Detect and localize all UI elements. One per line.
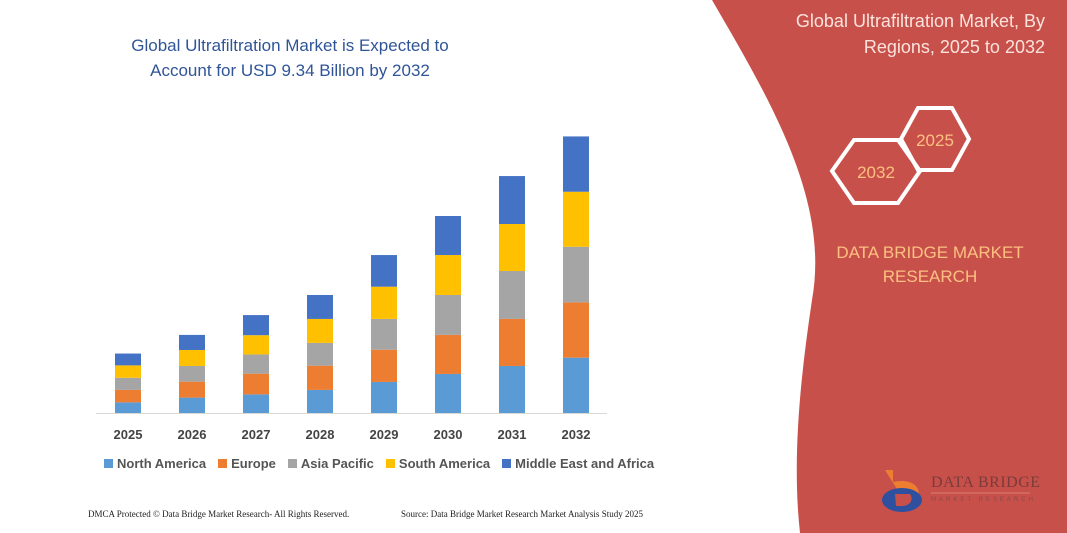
bar-segment-2030-1 (435, 334, 461, 374)
x-tick-label: 2025 (114, 427, 143, 442)
legend-swatch (385, 459, 395, 468)
bar-segment-2027-1 (243, 373, 269, 395)
bar-segment-2032-3 (563, 191, 589, 247)
x-tick-label: 2029 (370, 427, 399, 442)
hexagon-2025 (898, 106, 972, 172)
bar-segment-2026-2 (179, 365, 205, 382)
bar-segment-2031-0 (499, 365, 525, 413)
bar-segment-2028-0 (307, 389, 333, 413)
bar-segment-2026-4 (179, 334, 205, 350)
bar-segment-2027-4 (243, 315, 269, 336)
bar-segment-2029-0 (371, 381, 397, 413)
bar-segment-2030-0 (435, 373, 461, 413)
bar-segment-2025-3 (115, 365, 141, 378)
bar-segment-2029-2 (371, 318, 397, 350)
bar-segment-2032-1 (563, 302, 589, 358)
logo-subtext: MARKET RESEARCH (931, 497, 1036, 503)
chart-title: Global Ultrafiltration Market is Expecte… (131, 36, 449, 80)
legend-swatch (104, 459, 113, 468)
bar-segment-2026-3 (179, 349, 205, 366)
chart-legend: North America Europe Asia Pacific South Ame… (104, 456, 654, 471)
side-panel-bg (712, 0, 1067, 533)
bar-segment-2025-2 (115, 377, 141, 390)
legend-item: North America (104, 456, 206, 471)
bar-segment-2028-2 (307, 342, 333, 366)
legend-label: South America (398, 456, 491, 471)
legend-swatch (502, 459, 512, 468)
logo-text: DATA BRIDGE (931, 474, 1041, 491)
legend-swatch (287, 459, 297, 468)
footer-copyright: DMCA Protected © Data Bridge Market Rese… (88, 509, 350, 519)
legend-label: Europe (231, 456, 276, 471)
bar-segment-2028-3 (307, 318, 333, 343)
footer-source: Source: Data Bridge Market Research Mark… (401, 509, 643, 519)
legend-item: Middle East and Africa (502, 456, 654, 471)
legend-label: North America (117, 456, 207, 471)
bar-segment-2025-1 (115, 389, 141, 403)
x-tick-label: 2027 (242, 427, 271, 442)
logo-icon (882, 470, 922, 512)
bar-segment-2025-0 (115, 402, 141, 413)
brand-name: DATA BRIDGE MARKET RESEARCH (836, 243, 1024, 286)
legend-item: Asia Pacific (287, 456, 374, 471)
bar-segment-2027-2 (243, 354, 269, 374)
bar-segment-2029-3 (371, 286, 397, 319)
bar-segment-2025-4 (115, 353, 141, 366)
bar-segment-2032-4 (563, 136, 589, 192)
bar-segment-2032-2 (563, 246, 589, 303)
legend-label: Middle East and Africa (515, 456, 655, 471)
bar-segment-2031-1 (499, 318, 525, 366)
bar-segment-2030-4 (435, 215, 461, 256)
bar-segment-2030-3 (435, 255, 461, 295)
bar-segment-2030-2 (435, 294, 461, 335)
legend-swatch (218, 459, 228, 468)
x-tick-label: 2031 (498, 427, 527, 442)
bar-segment-2029-1 (371, 349, 397, 382)
legend-item: South America (385, 456, 491, 471)
bar-segment-2027-0 (243, 394, 269, 413)
x-tick-label: 2032 (562, 427, 591, 442)
hex-2032-label: 2032 (857, 163, 895, 182)
bar-segment-2026-0 (179, 397, 205, 413)
bar-segment-2031-3 (499, 223, 525, 272)
x-tick-label: 2030 (434, 427, 463, 442)
x-tick-label: 2028 (306, 427, 335, 442)
legend-item: Europe (218, 456, 276, 471)
bar-segment-2028-4 (307, 294, 333, 319)
x-tick-label: 2026 (178, 427, 207, 442)
hex-2025-label: 2025 (916, 131, 954, 150)
bar-segment-2031-4 (499, 176, 525, 224)
bar-segment-2027-3 (243, 335, 269, 355)
hexagon-2032 (829, 138, 923, 205)
bar-segment-2031-2 (499, 271, 525, 319)
bar-segment-2032-0 (563, 357, 589, 413)
bar-segment-2029-4 (371, 255, 397, 287)
bar-segment-2026-1 (179, 381, 205, 398)
side-panel-title: Global Ultrafiltration Market, By Region… (795, 11, 1045, 57)
bar-segment-2028-1 (307, 365, 333, 390)
legend-label: Asia Pacific (300, 456, 374, 471)
stacked-bar-chart: 2025 2026 2027 2028 2029 2030 2031 2032 (96, 136, 607, 442)
